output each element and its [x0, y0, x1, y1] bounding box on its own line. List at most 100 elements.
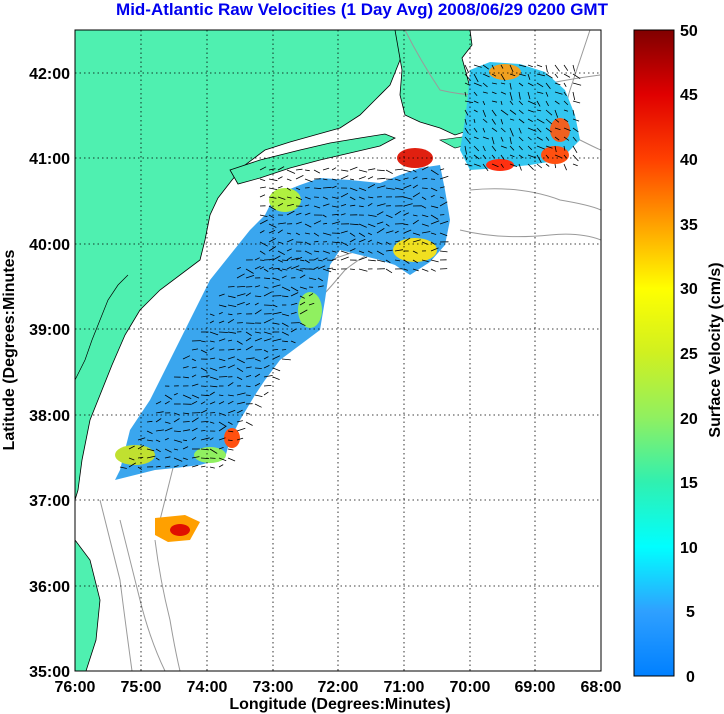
velocity-arrow [268, 205, 276, 211]
velocity-arrow [340, 204, 347, 207]
velocity-arrow [290, 340, 296, 344]
velocity-arrow [331, 250, 337, 253]
velocity-arrow [263, 356, 269, 360]
velocity-arrow [227, 439, 233, 441]
velocity-arrow [227, 421, 233, 425]
velocity-arrow [209, 340, 215, 343]
velocity-arrow [509, 136, 512, 145]
velocity-arrow [349, 232, 356, 237]
velocity-arrow [128, 462, 137, 468]
velocity-arrow [218, 293, 225, 297]
velocity-arrow [313, 250, 320, 253]
colorbar-tick-label: 15 [680, 475, 698, 492]
velocity-arrow [164, 437, 169, 441]
velocity-arrow [173, 457, 183, 462]
velocity-arrow [464, 145, 467, 155]
velocity-arrow [218, 376, 228, 378]
velocity-arrow [340, 241, 349, 247]
velocity-arrow [527, 73, 531, 80]
velocity-arrow [358, 196, 365, 200]
y-tick-label: 41:00 [29, 151, 70, 168]
velocity-arrow [412, 176, 418, 180]
velocity-arrow [340, 213, 346, 216]
velocity-arrow [218, 312, 223, 315]
velocity-arrow [227, 331, 237, 334]
velocity-arrow [322, 268, 332, 273]
grid-lines [75, 30, 601, 671]
velocity-arrow [322, 178, 328, 181]
velocity-arrow [518, 154, 524, 159]
velocity-arrow [259, 219, 268, 225]
velocity-arrow [209, 437, 214, 441]
velocity-arrow [527, 109, 535, 113]
velocity-arrow [331, 167, 337, 171]
velocity-arrow [473, 163, 481, 167]
velocity-arrow [385, 241, 391, 245]
velocity-arrow [308, 293, 314, 297]
velocity-arrow [281, 268, 288, 271]
velocity-arrow [286, 266, 292, 270]
velocity-arrow [173, 439, 183, 443]
velocity-arrow [349, 268, 355, 270]
velocity-arrow [331, 268, 336, 271]
velocity-arrow [464, 91, 467, 97]
velocity-arrow [563, 73, 571, 78]
x-tick-label: 71:00 [384, 679, 425, 696]
velocity-arrow [421, 268, 429, 272]
velocity-arrow [500, 73, 506, 82]
velocity-arrow [491, 136, 495, 145]
velocity-arrow [218, 320, 225, 324]
velocity-arrow [509, 73, 516, 77]
velocity-arrow [119, 466, 127, 469]
velocity-arrow [412, 239, 421, 243]
velocity-arrow [313, 232, 320, 237]
velocity-arrow [509, 100, 514, 105]
velocity-arrow [421, 223, 429, 227]
velocity-arrow [430, 214, 439, 220]
velocity-arrow [376, 221, 384, 225]
velocity-arrow [509, 64, 514, 73]
velocity-arrow [245, 385, 251, 387]
velocity-arrow [536, 154, 542, 163]
velocity-arrow [394, 168, 404, 171]
velocity-arrow [509, 118, 515, 121]
velocity-arrow [563, 163, 567, 171]
velocity-arrow [308, 277, 317, 280]
velocity-arrow [482, 73, 490, 78]
velocity-arrow [394, 187, 404, 191]
velocity-arrow [509, 163, 518, 167]
velocity-arrow [322, 196, 329, 200]
velocity-arrow [272, 355, 281, 360]
velocity-arrow [146, 448, 155, 452]
velocity-arrow [322, 167, 330, 171]
velocity-arrow [259, 178, 266, 182]
velocity-arrow [376, 250, 384, 256]
velocity-arrow [317, 265, 326, 270]
velocity-arrow [385, 187, 395, 190]
velocity-arrow [313, 240, 319, 243]
velocity-arrow [245, 337, 252, 342]
velocity-arrow [304, 178, 313, 183]
velocity-arrow [367, 239, 372, 243]
velocity-arrow [263, 375, 273, 378]
velocity-arrow [227, 318, 235, 324]
velocity-arrow [200, 401, 206, 405]
velocity-arrow [277, 196, 286, 200]
velocity-arrow [572, 163, 578, 167]
velocity-arrow [254, 403, 262, 408]
velocity-arrow [200, 448, 209, 451]
velocity-arrow [367, 196, 374, 199]
velocity-arrow [322, 186, 332, 189]
velocity-arrow [394, 178, 401, 182]
velocity-arrow [137, 437, 146, 441]
velocity-arrow [412, 192, 421, 198]
colorbar-tick-label: 40 [680, 152, 698, 169]
velocity-arrow [281, 349, 287, 351]
velocity-arrows [119, 64, 582, 470]
velocity-arrow [376, 177, 386, 180]
velocity-arrow [367, 214, 377, 217]
velocity-arrow [259, 259, 265, 261]
velocity-arrow [367, 259, 376, 262]
velocity-arrow [403, 259, 410, 264]
velocity-arrow [313, 169, 321, 174]
